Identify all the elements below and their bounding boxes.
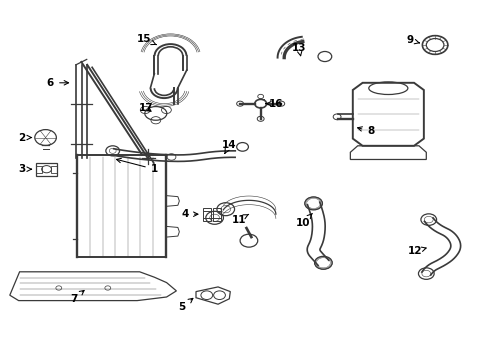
- Text: 2: 2: [18, 132, 31, 143]
- Text: 7: 7: [70, 291, 84, 304]
- Text: 15: 15: [136, 34, 156, 45]
- Text: 12: 12: [408, 246, 426, 256]
- Bar: [213, 208, 221, 221]
- Text: 4: 4: [181, 209, 198, 219]
- Text: 8: 8: [358, 126, 374, 136]
- Text: 6: 6: [47, 78, 69, 88]
- Text: 11: 11: [231, 214, 248, 225]
- Text: 13: 13: [292, 42, 306, 56]
- Text: 5: 5: [179, 298, 193, 312]
- Text: 9: 9: [407, 35, 419, 45]
- Text: 10: 10: [295, 213, 312, 228]
- Text: 16: 16: [266, 99, 283, 109]
- Text: 17: 17: [139, 103, 153, 113]
- Bar: [203, 208, 211, 221]
- Bar: [36, 163, 57, 176]
- Text: 3: 3: [18, 164, 31, 174]
- Text: 1: 1: [117, 158, 158, 174]
- Text: 14: 14: [222, 140, 237, 153]
- Bar: [36, 166, 42, 173]
- Bar: [51, 166, 57, 173]
